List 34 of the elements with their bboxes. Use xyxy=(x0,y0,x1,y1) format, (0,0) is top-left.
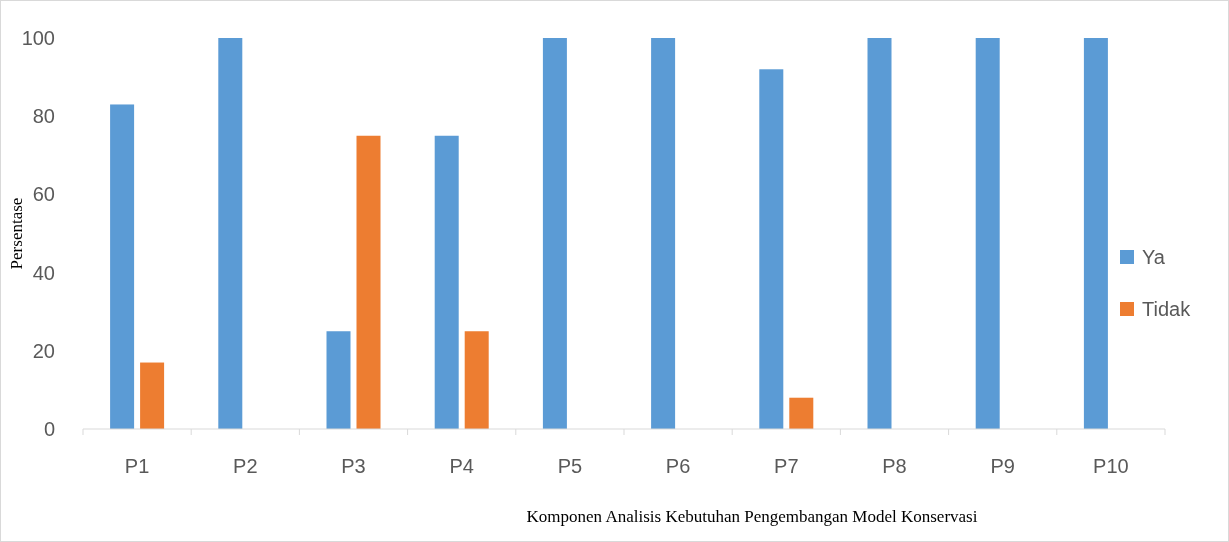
x-tick-label: P5 xyxy=(557,455,583,477)
bar xyxy=(464,331,489,429)
y-tick-label: 40 xyxy=(32,261,55,284)
y-axis-title: Persentase xyxy=(6,197,26,270)
y-tick-label: 80 xyxy=(32,105,55,128)
x-tick-label: P4 xyxy=(449,455,474,477)
bar xyxy=(789,397,814,429)
x-tick-label: P9 xyxy=(990,455,1015,477)
bar xyxy=(975,38,1000,429)
bar xyxy=(356,135,381,429)
bar xyxy=(140,362,165,429)
bar xyxy=(326,331,351,429)
bar xyxy=(867,38,892,429)
x-tick-label: P2 xyxy=(233,455,258,477)
y-tick-label: 100 xyxy=(21,27,55,49)
bar xyxy=(110,104,135,429)
x-tick-label: P7 xyxy=(774,455,799,477)
bar xyxy=(542,38,567,429)
legend-label: Tidak xyxy=(1142,298,1192,320)
bar xyxy=(651,38,676,429)
bar xyxy=(434,135,459,429)
x-tick-label: P3 xyxy=(341,455,366,477)
x-axis-title: Komponen Analisis Kebutuhan Pengembangan Model Konservasi xyxy=(526,506,978,526)
x-tick-label: P1 xyxy=(124,455,150,477)
legend-label: Ya xyxy=(1142,246,1166,268)
x-tick-label: P6 xyxy=(665,455,691,477)
bar xyxy=(218,38,243,429)
bar xyxy=(759,69,784,429)
x-tick-label: P10 xyxy=(1093,455,1129,477)
y-tick-label: 0 xyxy=(43,418,55,440)
bar xyxy=(1083,38,1108,429)
y-tick-label: 20 xyxy=(32,339,55,362)
y-tick-label: 60 xyxy=(32,183,55,206)
x-tick-label: P8 xyxy=(882,455,907,477)
